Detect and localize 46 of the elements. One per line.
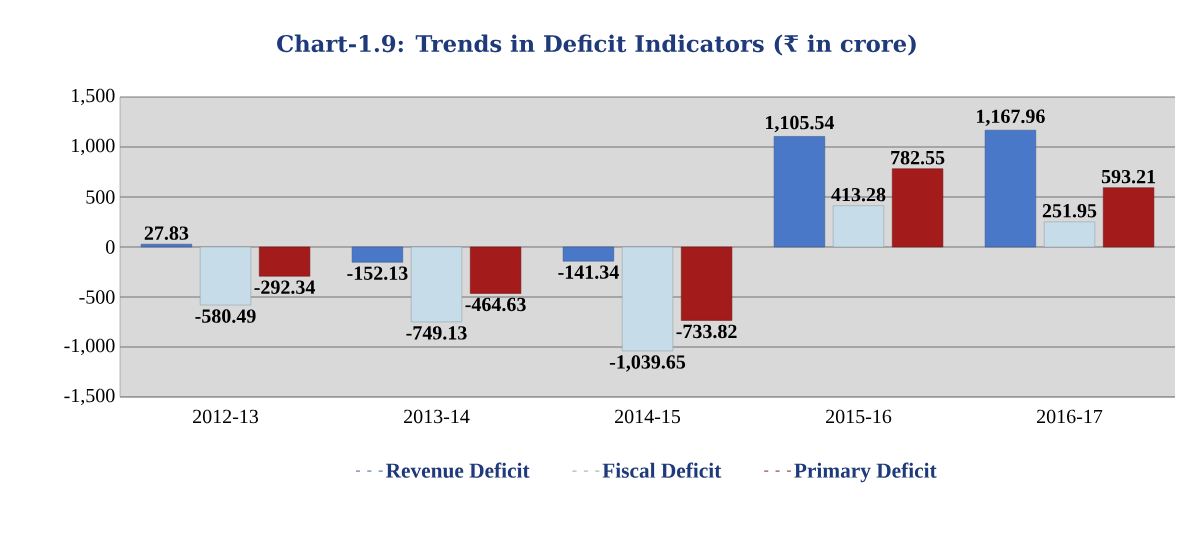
- data-label: -152.13: [347, 266, 408, 281]
- bar: [1103, 187, 1155, 248]
- x-tick-label: 2012-13: [193, 409, 259, 424]
- data-label: 593.21: [1101, 169, 1156, 184]
- x-tick-label: 2014-15: [615, 409, 681, 424]
- y-tick-label: -500: [79, 290, 115, 304]
- data-label: 1,167.96: [977, 109, 1045, 126]
- chart-title: Chart-1.9: Trends in Deficit Indicators (₹ in crore): [277, 34, 916, 56]
- data-label: -141.34: [558, 265, 619, 279]
- data-label: -749.13: [406, 326, 467, 340]
- legend-label: Revenue Deficit: [386, 462, 530, 478]
- bar: [832, 205, 885, 248]
- data-label: -1,039.65: [609, 355, 686, 372]
- y-tick-label: -1,000: [64, 338, 115, 356]
- data-label: 1,105.54: [766, 115, 835, 133]
- data-label: 782.55: [891, 150, 945, 165]
- data-label: 27.83: [144, 226, 189, 240]
- bar: [621, 246, 674, 352]
- bar: [984, 129, 1037, 248]
- bar: [351, 246, 404, 263]
- y-tick-label: -1,500: [64, 388, 115, 406]
- bar: [410, 246, 463, 323]
- bar: [892, 168, 944, 248]
- y-tick-label: 1,000: [72, 138, 115, 156]
- bar: [199, 246, 252, 306]
- x-tick-label: 2013-14: [404, 409, 470, 424]
- data-label: -733.82: [676, 324, 737, 339]
- bar: [259, 246, 311, 277]
- y-tick-label: 1,500: [72, 88, 115, 106]
- x-tick-label: 2016-17: [1037, 409, 1103, 424]
- data-label: -464.63: [465, 297, 526, 312]
- bar: [773, 136, 826, 248]
- data-label: 413.28: [831, 187, 886, 202]
- legend-label: Primary Deficit: [794, 462, 937, 483]
- y-tick-label: 500: [86, 190, 115, 204]
- bar: [1043, 221, 1096, 248]
- bar: [681, 246, 733, 321]
- data-label: -580.49: [195, 309, 256, 323]
- bar: [562, 246, 615, 262]
- x-tick-label: 2015-16: [826, 409, 892, 424]
- legend-label: Fiscal Deficit: [602, 462, 722, 478]
- data-label: 251.95: [1042, 204, 1097, 218]
- bar: [140, 243, 193, 248]
- data-label: -292.34: [254, 280, 316, 295]
- bar: [470, 246, 522, 294]
- y-tick-label: 0: [106, 240, 115, 254]
